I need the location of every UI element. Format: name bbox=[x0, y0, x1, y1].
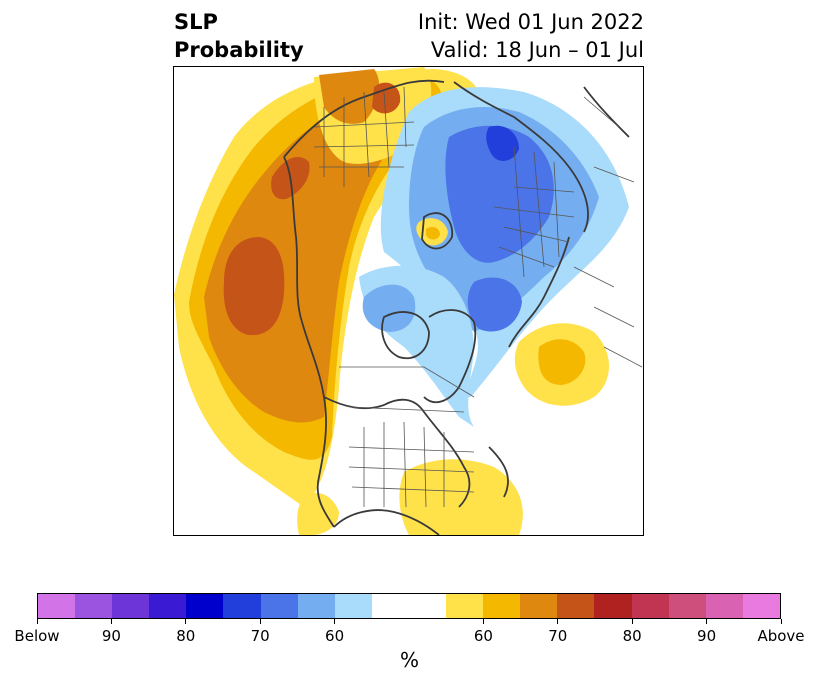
colorbar-tick-label: 90 bbox=[697, 627, 717, 645]
colorbar-cell bbox=[742, 594, 780, 618]
colorbar-tick bbox=[706, 619, 708, 624]
colorbar-tick-label: 90 bbox=[101, 627, 121, 645]
colorbar-tick bbox=[631, 619, 633, 624]
units-label: % bbox=[399, 648, 419, 672]
valid-period: Valid: 18 Jun – 01 Jul bbox=[430, 38, 644, 62]
init-date: Init: Wed 01 Jun 2022 bbox=[417, 10, 644, 34]
title-line-2: Probability bbox=[174, 38, 304, 62]
colorbar-tick-label: 60 bbox=[473, 627, 493, 645]
colorbar-cell bbox=[186, 594, 224, 618]
colorbar-tick-label: 80 bbox=[176, 627, 196, 645]
colorbar-cell bbox=[223, 594, 261, 618]
colorbar-cell bbox=[371, 594, 409, 618]
colorbar-cell bbox=[631, 594, 669, 618]
colorbar-tick bbox=[334, 619, 336, 624]
colorbar-tick-label: Below bbox=[14, 627, 60, 645]
colorbar-cell bbox=[557, 594, 595, 618]
colorbar-cell bbox=[446, 594, 484, 618]
probability-map bbox=[173, 66, 644, 536]
colorbar-tick-label: 60 bbox=[325, 627, 345, 645]
colorbar-tick-label: 80 bbox=[622, 627, 642, 645]
colorbar-tick bbox=[110, 619, 112, 624]
colorbar-tick-label: 70 bbox=[548, 627, 568, 645]
colorbar-cell bbox=[112, 594, 150, 618]
colorbar-cell bbox=[483, 594, 521, 618]
colorbar-tick bbox=[36, 619, 38, 624]
colorbar-cell bbox=[297, 594, 335, 618]
title-line-1: SLP bbox=[174, 10, 218, 34]
map-canvas bbox=[174, 67, 643, 535]
colorbar-cell bbox=[408, 594, 447, 618]
colorbar-cell bbox=[75, 594, 113, 618]
coastlines bbox=[283, 79, 630, 535]
colorbar-cell bbox=[260, 594, 298, 618]
colorbar-cell bbox=[668, 594, 706, 618]
colorbar-cell bbox=[705, 594, 743, 618]
siberia-above-70 bbox=[319, 69, 380, 124]
colorbar-cell bbox=[149, 594, 187, 618]
atlantic-below-70 bbox=[467, 277, 522, 332]
colorbar-cell bbox=[594, 594, 632, 618]
europe-below-75 bbox=[486, 125, 519, 161]
colorbar-cell bbox=[520, 594, 558, 618]
pacific-above-70 bbox=[204, 92, 420, 423]
greenland-above-65 bbox=[426, 227, 440, 240]
se-us-above-60 bbox=[399, 459, 523, 535]
colorbar-tick bbox=[557, 619, 559, 624]
colorbar bbox=[37, 593, 781, 619]
forecast-dates: Init: Wed 01 Jun 2022 Valid: 18 Jun – 01… bbox=[418, 8, 644, 64]
colorbar-tick bbox=[259, 619, 261, 624]
mexico-above-60 bbox=[297, 492, 339, 535]
hudson-below-65 bbox=[362, 284, 416, 332]
colorbar-tick-label: Above bbox=[757, 627, 805, 645]
colorbar-tick bbox=[482, 619, 484, 624]
europe-below-70 bbox=[445, 125, 554, 263]
colorbar-tick bbox=[780, 619, 782, 624]
colorbar-cell bbox=[334, 594, 372, 618]
pacific-above-75 bbox=[223, 237, 285, 336]
colorbar-cell bbox=[38, 594, 76, 618]
political-borders bbox=[313, 86, 643, 508]
siberia-above-75 bbox=[372, 82, 401, 114]
colorbar-tick bbox=[185, 619, 187, 624]
colorbar-tick-label: 70 bbox=[250, 627, 270, 645]
azores-above-65 bbox=[538, 339, 586, 385]
chart-title: SLP Probability bbox=[174, 8, 304, 64]
